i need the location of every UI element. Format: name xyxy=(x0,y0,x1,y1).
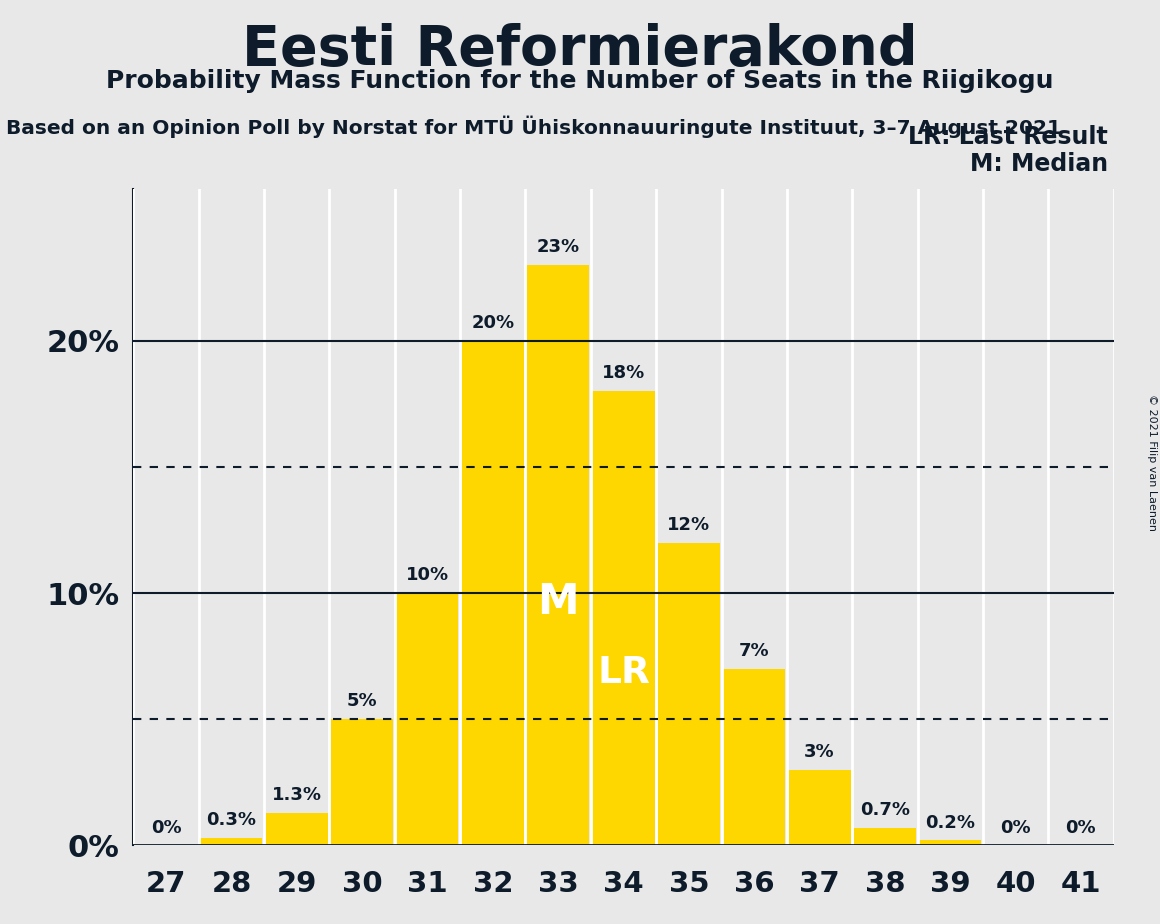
Text: Eesti Reformierakond: Eesti Reformierakond xyxy=(242,23,918,77)
Text: 0%: 0% xyxy=(151,819,181,836)
Text: 20%: 20% xyxy=(471,314,514,332)
Bar xyxy=(201,838,262,845)
Text: LR: Last Result: LR: Last Result xyxy=(908,125,1108,149)
Bar xyxy=(331,719,393,845)
Text: 23%: 23% xyxy=(537,238,580,256)
Text: 12%: 12% xyxy=(667,516,710,534)
Bar xyxy=(919,841,981,845)
Text: Based on an Opinion Poll by Norstat for MTÜ Ühiskonnauuringute Instituut, 3–7 Au: Based on an Opinion Poll by Norstat for … xyxy=(6,116,1060,138)
Text: © 2021 Filip van Laenen: © 2021 Filip van Laenen xyxy=(1147,394,1157,530)
Text: 0.3%: 0.3% xyxy=(206,811,256,829)
Bar xyxy=(723,669,785,845)
Bar xyxy=(593,391,654,845)
Text: 0.7%: 0.7% xyxy=(860,801,909,819)
Bar xyxy=(397,593,458,845)
Bar xyxy=(789,770,850,845)
Bar xyxy=(658,542,720,845)
Bar xyxy=(462,341,524,845)
Text: 0.2%: 0.2% xyxy=(926,814,976,832)
Text: LR: LR xyxy=(597,655,650,691)
Text: 3%: 3% xyxy=(804,743,835,761)
Text: 5%: 5% xyxy=(347,692,377,711)
Text: M: M xyxy=(537,580,579,623)
Text: Probability Mass Function for the Number of Seats in the Riigikogu: Probability Mass Function for the Number… xyxy=(107,69,1053,93)
Bar xyxy=(854,828,916,845)
Text: M: Median: M: Median xyxy=(970,152,1108,176)
Bar xyxy=(527,265,589,845)
Text: 0%: 0% xyxy=(1066,819,1096,836)
Bar xyxy=(266,813,328,845)
Text: 18%: 18% xyxy=(602,364,645,383)
Text: 0%: 0% xyxy=(1000,819,1031,836)
Text: 10%: 10% xyxy=(406,566,449,584)
Text: 7%: 7% xyxy=(739,642,769,660)
Text: 1.3%: 1.3% xyxy=(271,785,321,804)
